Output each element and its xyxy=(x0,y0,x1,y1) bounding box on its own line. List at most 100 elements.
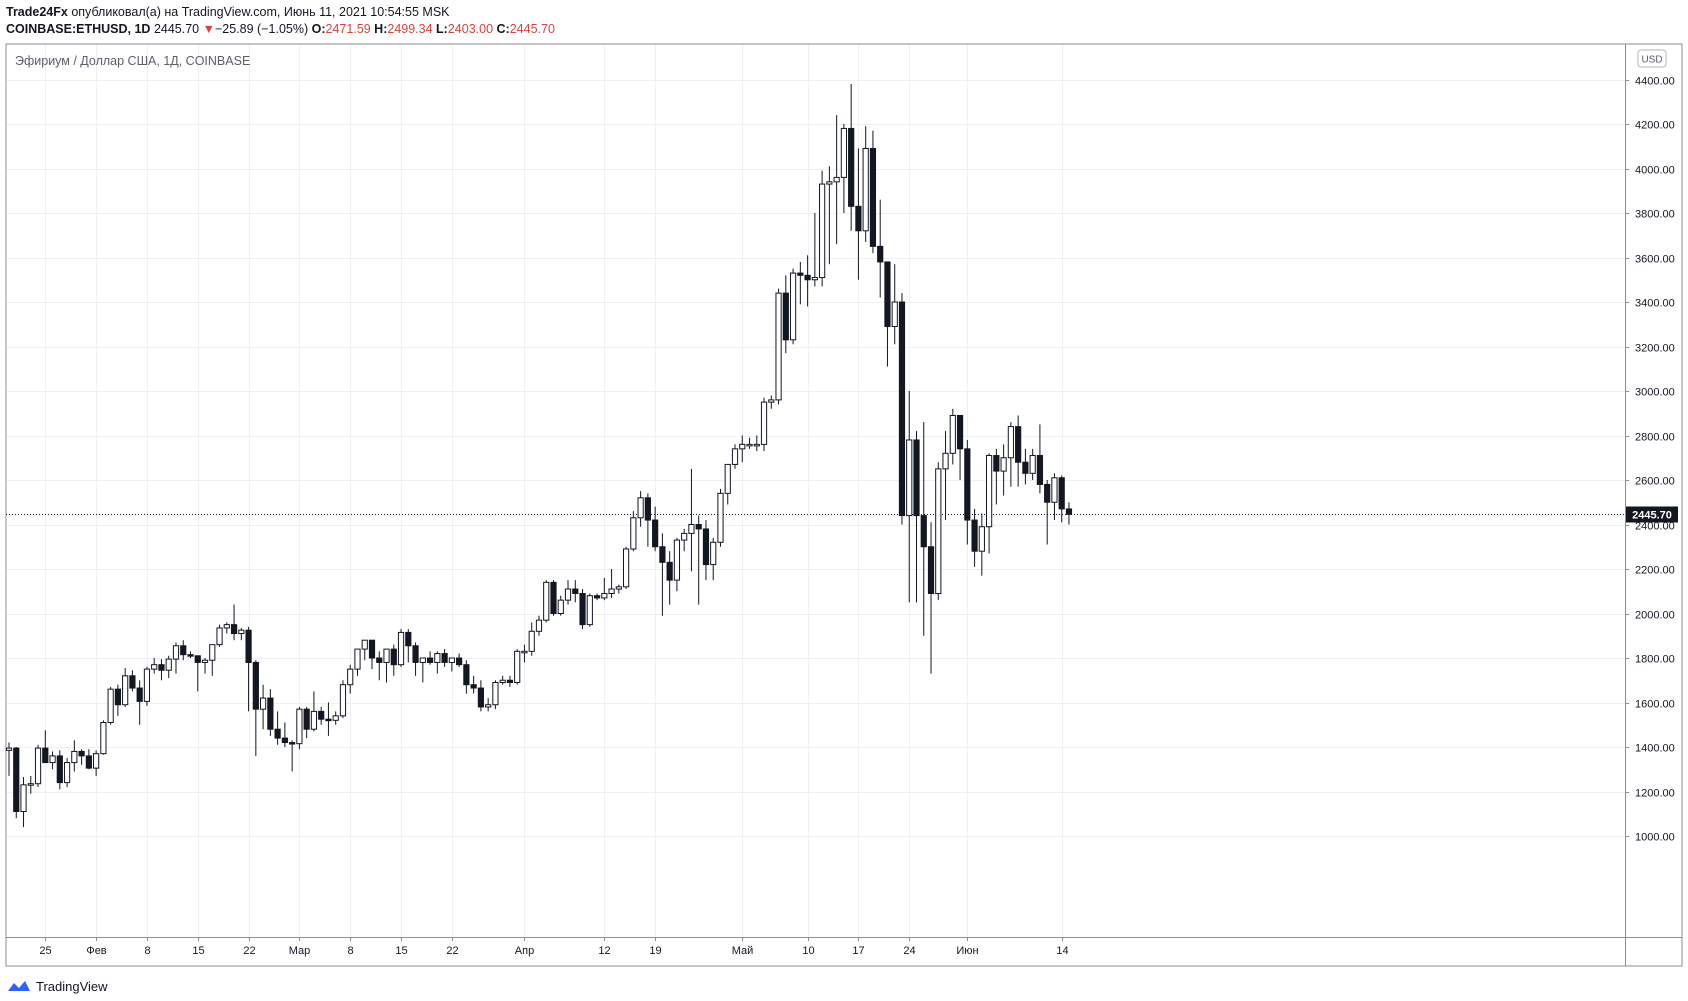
candle xyxy=(579,589,586,630)
candle-body-down xyxy=(848,127,855,207)
candle xyxy=(550,580,557,616)
candle xyxy=(964,439,971,545)
candle-body-up xyxy=(557,599,564,615)
last-price: 2445.70 xyxy=(153,22,200,36)
candle-body-down xyxy=(927,546,935,594)
candle-body-up xyxy=(332,715,339,721)
candle-body-up xyxy=(630,517,637,550)
candle xyxy=(906,391,913,603)
candle-body-down xyxy=(129,675,136,689)
y-tick-label: 2000.00 xyxy=(1635,610,1675,622)
candle xyxy=(920,422,927,636)
candle-body-up xyxy=(528,630,535,652)
candle xyxy=(260,684,267,730)
candle-body-up xyxy=(819,183,826,279)
candle xyxy=(158,659,165,681)
candle xyxy=(971,508,978,567)
x-tick-label: 15 xyxy=(395,945,407,957)
candle xyxy=(114,684,122,716)
candle xyxy=(789,268,797,345)
candle-body-down xyxy=(252,661,259,710)
candle xyxy=(71,740,78,772)
candle xyxy=(187,651,194,658)
candle xyxy=(1000,444,1007,496)
candle xyxy=(652,506,659,552)
currency-label: USD xyxy=(1641,55,1662,66)
x-tick-label: Июн xyxy=(956,945,978,957)
low-label: L: xyxy=(436,22,448,36)
candle xyxy=(884,261,891,367)
x-tick-label: 25 xyxy=(39,945,51,957)
candle xyxy=(129,670,136,692)
candle-body-down xyxy=(869,147,877,247)
price-axis[interactable]: 1000.00 1200.00 1400.00 1600.00 1800.00 2000.… xyxy=(1625,76,1675,844)
currency-badge[interactable]: USD xyxy=(1637,49,1667,68)
chart-grid xyxy=(6,44,1625,937)
candle xyxy=(434,651,441,674)
x-tick-label: 8 xyxy=(144,945,150,957)
time-axis[interactable]: 25 Фев 8 15 22 Мар 8 15 22 Апр 12 19 Май 10 17 24 Июн 14 xyxy=(39,937,1069,957)
candle-body-down xyxy=(884,261,891,327)
candle-body-up xyxy=(34,747,42,785)
candle-body-down xyxy=(550,581,557,614)
candle-body-up xyxy=(601,592,608,599)
candle xyxy=(42,730,49,764)
candle-body-down xyxy=(187,654,194,657)
candle-body-up xyxy=(100,722,107,755)
candle xyxy=(56,750,63,790)
candle-body-down xyxy=(85,755,92,769)
candle xyxy=(956,414,964,480)
candle xyxy=(673,537,681,592)
tradingview-logo[interactable]: TradingView xyxy=(6,976,108,996)
y-tick-label: 2800.00 xyxy=(1635,432,1675,444)
candle-body-up xyxy=(339,684,347,717)
candle-body-up xyxy=(731,448,739,465)
candle xyxy=(819,170,826,287)
candle xyxy=(833,115,840,245)
candle xyxy=(332,711,339,725)
candle xyxy=(274,711,281,745)
candle xyxy=(201,658,209,674)
x-tick-label: 10 xyxy=(802,945,814,957)
candle-body-down xyxy=(274,728,281,739)
y-tick-label: 4400.00 xyxy=(1635,76,1675,88)
candle-body-down xyxy=(463,664,470,686)
candle xyxy=(492,680,499,710)
candle-body-up xyxy=(826,181,833,185)
candle-body-up xyxy=(1029,455,1036,474)
candle-body-down xyxy=(136,687,143,702)
candle xyxy=(405,629,412,663)
candle xyxy=(448,657,455,672)
candle-body-down xyxy=(405,631,412,647)
y-tick-label: 2400.00 xyxy=(1635,521,1675,533)
candle-body-up xyxy=(216,627,223,646)
candle xyxy=(107,686,114,725)
candle-body-down xyxy=(782,292,789,341)
candle xyxy=(869,130,877,254)
candle xyxy=(85,749,92,770)
y-tick-label: 3200.00 xyxy=(1635,343,1675,355)
candle-body-up xyxy=(753,443,760,447)
candle xyxy=(216,624,223,647)
candle xyxy=(1022,448,1029,485)
candle-body-down xyxy=(695,524,702,530)
candle xyxy=(209,644,216,676)
author-name[interactable]: Trade24Fx xyxy=(6,5,68,19)
candle-body-up xyxy=(615,586,622,590)
candle-body-down xyxy=(644,497,651,521)
close-value: 2445.70 xyxy=(509,22,555,36)
candle xyxy=(993,448,1000,505)
candle-body-up xyxy=(891,301,898,327)
candle xyxy=(180,640,187,661)
candle xyxy=(891,264,898,345)
candle-body-up xyxy=(586,595,593,626)
candle-body-down xyxy=(993,455,1000,472)
candle xyxy=(20,777,27,828)
chart-frame xyxy=(5,43,1683,967)
candle xyxy=(724,463,731,505)
candle-body-up xyxy=(746,443,753,447)
y-tick-label: 3400.00 xyxy=(1635,298,1675,310)
x-tick-label: 12 xyxy=(598,945,610,957)
x-tick-label: Май xyxy=(732,945,754,957)
